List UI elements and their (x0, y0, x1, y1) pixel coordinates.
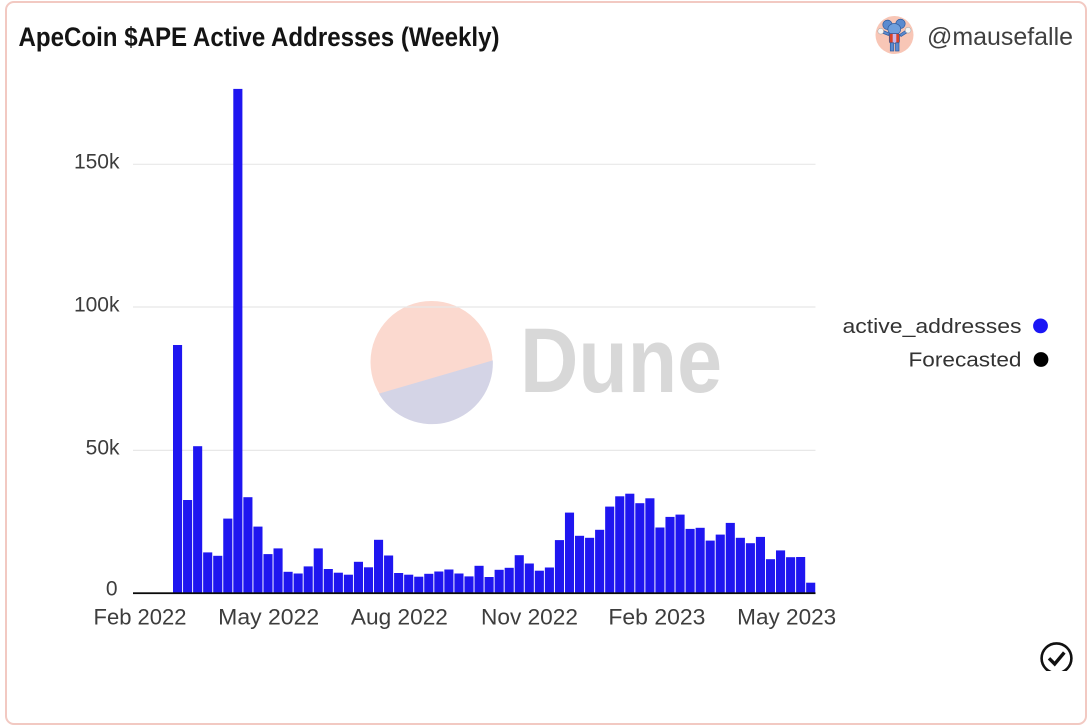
svg-text:Feb 2023: Feb 2023 (608, 604, 705, 629)
svg-text:ApeCoin $APE Active Addresses: ApeCoin $APE Active Addresses (Weekly) (19, 22, 500, 52)
svg-text:Nov 2022: Nov 2022 (481, 604, 578, 629)
svg-text:May 2023: May 2023 (737, 604, 836, 629)
svg-text:Feb 2022: Feb 2022 (94, 604, 187, 629)
svg-text:active_addresses: active_addresses (843, 316, 1022, 338)
svg-text:May 2022: May 2022 (218, 604, 319, 629)
svg-text:0: 0 (106, 578, 118, 601)
svg-text:Forecasted: Forecasted (909, 350, 1022, 372)
svg-text:100k: 100k (74, 294, 120, 317)
svg-text:150k: 150k (74, 151, 120, 174)
svg-text:@mausefalle: @mausefalle (927, 23, 1073, 51)
svg-text:Dune: Dune (520, 310, 722, 412)
svg-text:Aug 2022: Aug 2022 (351, 604, 448, 629)
svg-text:50k: 50k (86, 437, 120, 460)
